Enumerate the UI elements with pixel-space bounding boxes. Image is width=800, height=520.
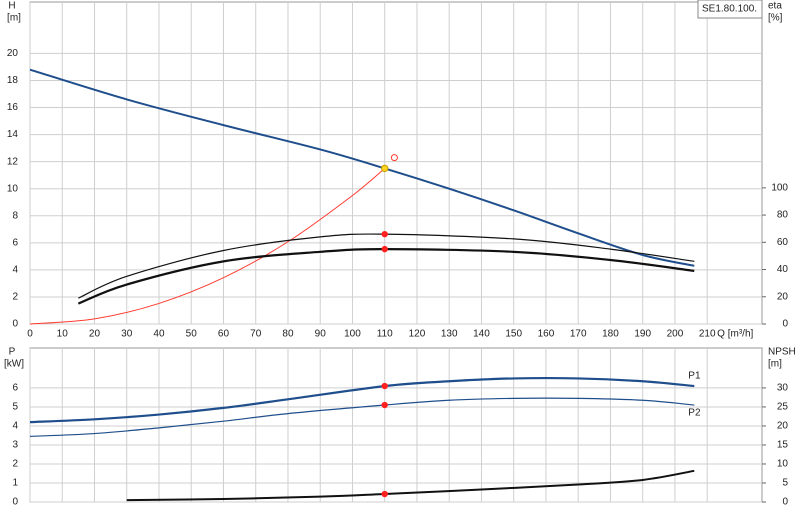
operating-point <box>381 382 388 390</box>
x-tick-label: 20 <box>89 329 101 340</box>
y2-axis-unit: [m] <box>768 359 782 370</box>
series-line <box>126 469 695 502</box>
y-tick-label: 16 <box>7 102 19 113</box>
y-tick-label: 20 <box>7 48 19 59</box>
y2-tick-label: 100 <box>771 182 788 193</box>
series-label: P1 <box>688 371 701 382</box>
y2-axis-unit: [%] <box>768 13 783 24</box>
y-tick-label: 3 <box>12 440 18 451</box>
y2-tick-label: 80 <box>777 210 789 221</box>
series-line <box>29 168 386 325</box>
x-tick-label: 210 <box>699 329 716 340</box>
operating-point <box>390 154 398 162</box>
y2-tick-label: 15 <box>777 440 789 451</box>
x-tick-label: 160 <box>538 329 555 340</box>
x-tick-label: 110 <box>377 329 393 340</box>
x-tick-label: 200 <box>667 329 684 340</box>
y-tick-label: 12 <box>7 156 19 167</box>
x-tick-label: 100 <box>344 329 361 340</box>
y-tick-label: 1 <box>12 478 18 489</box>
operating-point <box>381 164 389 173</box>
y2-axis-label: NPSH <box>768 347 796 358</box>
y-tick-label: 5 <box>12 402 18 413</box>
y-tick-label: 18 <box>7 75 19 86</box>
y-tick-label: 14 <box>7 129 19 140</box>
x-tick-label: 120 <box>409 329 426 340</box>
x-tick-label: 70 <box>250 329 262 340</box>
x-axis-label: Q [m³/h] <box>717 329 753 340</box>
y-tick-label: 8 <box>12 210 18 221</box>
y-tick-label: 0 <box>12 497 18 508</box>
x-tick-label: 40 <box>153 329 165 340</box>
series-label: P2 <box>688 408 701 419</box>
x-tick-label: 130 <box>441 329 458 340</box>
operating-point <box>381 245 388 253</box>
x-tick-label: 150 <box>505 329 522 340</box>
plot-area <box>29 1 763 325</box>
x-tick-label: 170 <box>570 329 587 340</box>
y2-tick-label: 5 <box>782 478 788 489</box>
y-tick-label: 10 <box>7 183 19 194</box>
series-line <box>29 68 695 267</box>
series-line <box>78 233 695 299</box>
annotation-box <box>697 0 763 19</box>
y2-tick-label: 25 <box>777 402 789 413</box>
annotation: SE1.80.100. <box>702 4 757 15</box>
plot-area <box>29 347 763 503</box>
operating-point <box>381 490 388 498</box>
x-tick-label: 90 <box>315 329 327 340</box>
y2-tick-label: 20 <box>777 421 789 432</box>
y-tick-label: 2 <box>12 459 18 470</box>
y-tick-label: 6 <box>12 237 18 248</box>
x-tick-label: 140 <box>473 329 490 340</box>
y-tick-label: 4 <box>12 265 18 276</box>
y-tick-label: 2 <box>12 292 18 303</box>
y2-tick-label: 20 <box>777 291 789 302</box>
series-line <box>77 248 695 305</box>
y2-tick-label: 40 <box>777 264 789 275</box>
y-tick-label: 4 <box>12 421 18 432</box>
x-tick-label: 0 <box>27 329 33 340</box>
x-tick-label: 10 <box>57 329 69 340</box>
y2-tick-label: 60 <box>777 237 789 248</box>
y2-tick-label: 0 <box>782 497 788 508</box>
x-tick-label: 180 <box>602 329 619 340</box>
y-tick-label: 0 <box>12 319 18 330</box>
y2-tick-label: 10 <box>777 459 789 470</box>
y2-tick-label: 30 <box>777 383 789 394</box>
x-tick-label: 30 <box>121 329 133 340</box>
y-axis-unit: [m] <box>7 13 21 24</box>
x-tick-label: 50 <box>186 329 198 340</box>
y2-tick-label: 0 <box>782 319 788 330</box>
x-tick-label: 60 <box>218 329 230 340</box>
y-axis-label: H <box>8 1 15 12</box>
operating-point <box>381 230 388 238</box>
y-axis-unit: [kW] <box>4 359 24 370</box>
y-tick-label: 6 <box>12 383 18 394</box>
x-tick-label: 190 <box>634 329 651 340</box>
y-axis-label: P <box>9 347 16 358</box>
operating-point <box>381 401 388 409</box>
x-tick-label: 80 <box>282 329 294 340</box>
y2-axis-label: eta <box>768 1 782 12</box>
